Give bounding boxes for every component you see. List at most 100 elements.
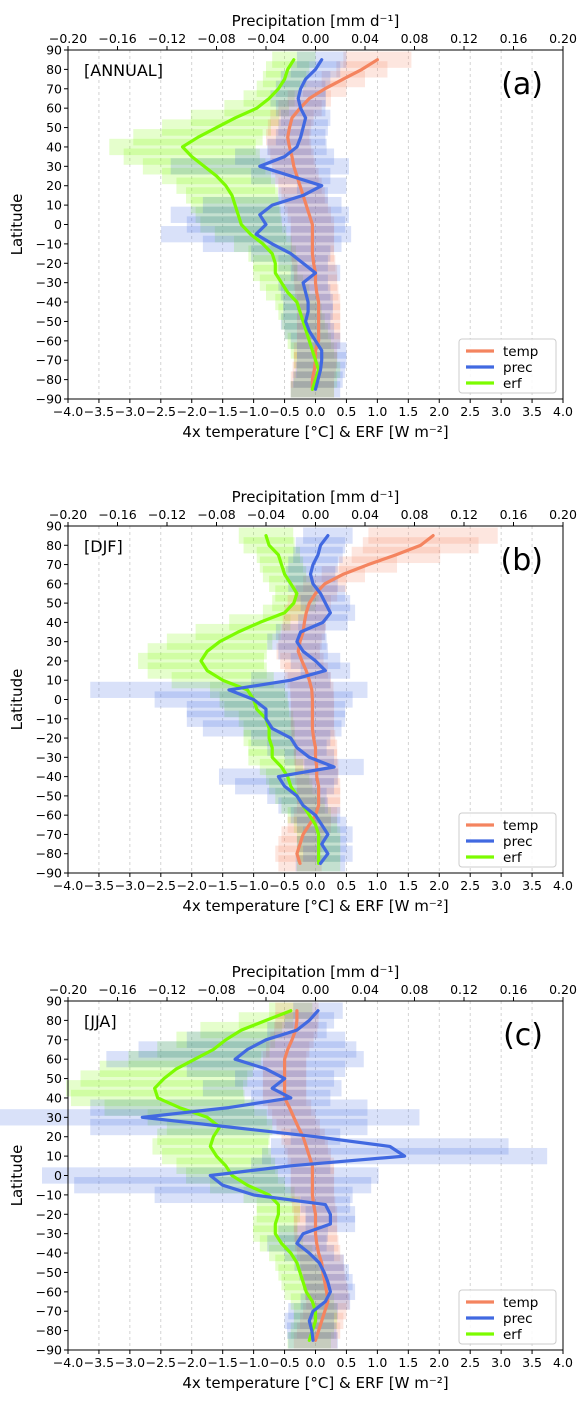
x-tick-label: −4.0 bbox=[53, 1355, 83, 1370]
x-tick-label: −3.5 bbox=[84, 878, 114, 893]
y-tick-label: 40 bbox=[46, 1090, 62, 1105]
x-top-axis-label: Precipitation [mm d⁻¹] bbox=[232, 488, 400, 506]
y-axis-label: Latitude bbox=[8, 194, 26, 256]
x-tick-label: −2.0 bbox=[177, 404, 207, 419]
y-tick-label: 30 bbox=[46, 1110, 62, 1125]
x-tick-label: −4.0 bbox=[53, 878, 83, 893]
y-tick-label: 70 bbox=[46, 557, 62, 572]
y-axis-label: Latitude bbox=[8, 669, 26, 731]
x-tick-label: −2.0 bbox=[177, 878, 207, 893]
x-tick-label: −1.0 bbox=[238, 404, 268, 419]
y-tick-label: −30 bbox=[36, 750, 62, 765]
y-tick-label: −70 bbox=[36, 353, 62, 368]
x-tick-label: 0.5 bbox=[336, 1355, 356, 1370]
x-tick-label: −3.0 bbox=[115, 404, 145, 419]
y-tick-label: 50 bbox=[46, 1071, 62, 1086]
x-top-tick-label: 0.12 bbox=[450, 982, 478, 997]
x-top-tick-label: 0.00 bbox=[302, 982, 330, 997]
x-top-tick-label: −0.12 bbox=[148, 507, 186, 522]
x-top-tick-label: −0.20 bbox=[49, 507, 87, 522]
legend-label-erf: erf bbox=[503, 376, 523, 392]
x-tick-label: 0.5 bbox=[336, 878, 356, 893]
y-tick-label: −50 bbox=[36, 788, 62, 803]
y-tick-label: 60 bbox=[46, 576, 62, 591]
y-tick-label: 80 bbox=[46, 1013, 62, 1028]
x-top-tick-label: 0.16 bbox=[500, 31, 528, 46]
x-top-tick-label: 0.00 bbox=[302, 31, 330, 46]
legend-label-erf: erf bbox=[503, 850, 523, 866]
legend-label-prec: prec bbox=[503, 1311, 533, 1327]
y-tick-label: −80 bbox=[36, 1323, 62, 1338]
x-axis-label: 4x temperature [°C] & ERF [W m⁻²] bbox=[182, 1374, 448, 1392]
panel-label: (c) bbox=[503, 1018, 543, 1053]
x-tick-label: 1.0 bbox=[367, 1355, 387, 1370]
x-tick-label: −1.0 bbox=[238, 878, 268, 893]
x-top-tick-label: 0.00 bbox=[302, 507, 330, 522]
x-tick-label: 2.0 bbox=[429, 878, 449, 893]
x-tick-label: 4.0 bbox=[553, 404, 573, 419]
x-top-tick-label: −0.16 bbox=[98, 31, 136, 46]
x-top-tick-label: 0.12 bbox=[450, 507, 478, 522]
y-tick-label: −60 bbox=[36, 808, 62, 823]
x-tick-label: 4.0 bbox=[553, 1355, 573, 1370]
x-tick-label: −4.0 bbox=[53, 404, 83, 419]
x-tick-label: 2.5 bbox=[460, 878, 480, 893]
y-tick-label: −40 bbox=[36, 1246, 62, 1261]
y-tick-label: 20 bbox=[46, 178, 62, 193]
x-tick-label: 3.5 bbox=[522, 404, 542, 419]
y-tick-label: 50 bbox=[46, 596, 62, 611]
legend-label-prec: prec bbox=[503, 834, 533, 850]
y-tick-label: 30 bbox=[46, 634, 62, 649]
x-tick-label: 3.0 bbox=[491, 878, 511, 893]
y-tick-label: −60 bbox=[36, 333, 62, 348]
y-tick-label: 70 bbox=[46, 1032, 62, 1047]
y-tick-label: −10 bbox=[36, 236, 62, 251]
x-top-tick-label: −0.08 bbox=[197, 31, 235, 46]
x-tick-label: −2.5 bbox=[146, 404, 176, 419]
chart-panel-3: 90 80 70 60 50 40 30 20 10 0 −10 −20 −30 −40 −50 −60 −70… bbox=[0, 963, 577, 1392]
y-tick-label: 40 bbox=[46, 139, 62, 154]
x-top-tick-label: −0.12 bbox=[148, 31, 186, 46]
y-tick-label: 60 bbox=[46, 1052, 62, 1067]
x-top-tick-label: −0.20 bbox=[49, 982, 87, 997]
x-tick-label: 0.0 bbox=[306, 1355, 326, 1370]
x-top-tick-label: −0.20 bbox=[49, 31, 87, 46]
x-tick-label: −1.0 bbox=[238, 1355, 268, 1370]
x-tick-label: −3.0 bbox=[115, 1355, 145, 1370]
y-tick-label: 40 bbox=[46, 615, 62, 630]
x-tick-label: −3.5 bbox=[84, 1355, 114, 1370]
legend-label-erf: erf bbox=[503, 1327, 523, 1343]
x-tick-label: −1.5 bbox=[208, 878, 238, 893]
y-tick-label: −90 bbox=[36, 866, 62, 881]
prec-series-line bbox=[254, 58, 324, 391]
y-tick-label: −80 bbox=[36, 846, 62, 861]
x-top-tick-label: 0.16 bbox=[500, 507, 528, 522]
x-top-tick-label: −0.04 bbox=[247, 982, 285, 997]
x-tick-label: −0.5 bbox=[269, 404, 299, 419]
y-tick-label: −20 bbox=[36, 1207, 62, 1222]
x-top-tick-label: −0.04 bbox=[247, 31, 285, 46]
x-top-tick-label: 0.20 bbox=[549, 982, 577, 997]
y-tick-label: −50 bbox=[36, 314, 62, 329]
legend-label-temp: temp bbox=[503, 818, 538, 834]
erf-series-line bbox=[180, 58, 321, 391]
x-tick-label: 2.5 bbox=[460, 1355, 480, 1370]
x-tick-label: −3.5 bbox=[84, 404, 114, 419]
y-tick-label: 10 bbox=[46, 673, 62, 688]
x-tick-label: −1.5 bbox=[208, 1355, 238, 1370]
x-top-tick-label: −0.16 bbox=[98, 982, 136, 997]
y-tick-label: −20 bbox=[36, 731, 62, 746]
y-tick-label: −10 bbox=[36, 711, 62, 726]
x-tick-label: 1.5 bbox=[398, 1355, 418, 1370]
x-top-tick-label: 0.12 bbox=[450, 31, 478, 46]
y-tick-label: 20 bbox=[46, 653, 62, 668]
legend-label-prec: prec bbox=[503, 360, 533, 376]
chart-panel-1: 90 80 70 60 50 40 30 20 10 0 −10 −20 −30 −40 −50 −60 −70… bbox=[8, 12, 577, 441]
x-tick-label: 2.0 bbox=[429, 1355, 449, 1370]
x-tick-label: 3.5 bbox=[522, 1355, 542, 1370]
x-top-tick-label: 0.16 bbox=[500, 982, 528, 997]
legend-label-temp: temp bbox=[503, 344, 538, 360]
